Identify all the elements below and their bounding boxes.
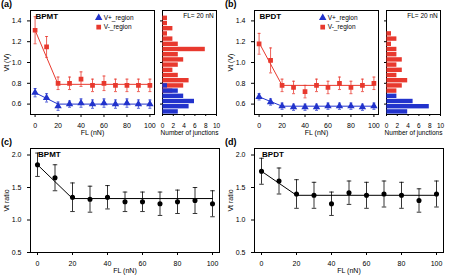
- svg-text:20: 20: [54, 122, 62, 129]
- svg-text:100: 100: [207, 260, 219, 267]
- svg-text:100: 100: [144, 122, 156, 129]
- svg-text:1.0: 1.0: [236, 216, 246, 223]
- svg-text:100: 100: [431, 260, 443, 267]
- svg-text:1.5: 1.5: [12, 184, 22, 191]
- svg-text:20: 20: [293, 260, 301, 267]
- svg-text:4: 4: [182, 122, 186, 130]
- html-text:(c): (c): [1, 137, 12, 147]
- svg-text:0: 0: [160, 122, 165, 130]
- svg-text:Number of junctions: Number of junctions: [161, 129, 220, 137]
- svg-text:40: 40: [104, 260, 112, 267]
- svg-text:80: 80: [174, 260, 182, 267]
- svg-text:0.6: 0.6: [12, 100, 22, 107]
- svg-text:8: 8: [427, 122, 432, 130]
- svg-text:0.8: 0.8: [12, 80, 22, 87]
- svg-text:0.5: 0.5: [12, 249, 22, 256]
- svg-text:FL= 20 nN: FL= 20 nN: [183, 12, 214, 19]
- svg-text:40: 40: [328, 260, 336, 267]
- svg-text:1.4: 1.4: [236, 17, 246, 24]
- svg-text:20: 20: [278, 122, 286, 129]
- svg-text:0: 0: [33, 122, 37, 129]
- svg-text:FL (nN): FL (nN): [337, 267, 360, 275]
- svg-text:BPMT: BPMT: [38, 150, 61, 159]
- svg-text:2: 2: [171, 122, 176, 130]
- svg-text:FL (nN): FL (nN): [81, 129, 104, 137]
- svg-text:0: 0: [384, 122, 389, 130]
- svg-text:V+_region: V+_region: [104, 14, 134, 22]
- svg-text:0: 0: [36, 260, 40, 267]
- svg-text:6: 6: [417, 122, 421, 130]
- svg-text:1.2: 1.2: [12, 38, 22, 45]
- svg-text:20: 20: [69, 260, 77, 267]
- svg-text:2.0: 2.0: [12, 151, 22, 158]
- svg-text:4: 4: [406, 122, 410, 130]
- svg-text:60: 60: [363, 260, 371, 267]
- svg-text:60: 60: [324, 122, 332, 130]
- svg-text:1.0: 1.0: [12, 59, 22, 66]
- svg-text:1.0: 1.0: [236, 59, 246, 66]
- svg-text:1.4: 1.4: [12, 17, 22, 24]
- svg-text:8: 8: [203, 122, 208, 130]
- svg-text:1.2: 1.2: [236, 38, 246, 45]
- html-text:(d): (d): [225, 137, 237, 147]
- svg-text:80: 80: [123, 122, 131, 129]
- svg-text:6: 6: [193, 122, 197, 130]
- svg-text:2: 2: [395, 122, 400, 130]
- svg-text:0.8: 0.8: [236, 80, 246, 87]
- svg-text:1.0: 1.0: [12, 216, 22, 223]
- svg-text:80: 80: [398, 260, 406, 267]
- svg-text:0.6: 0.6: [236, 100, 246, 107]
- svg-text:Number of junctions: Number of junctions: [385, 129, 444, 137]
- svg-text:BPDT: BPDT: [262, 150, 284, 159]
- svg-text:BPDT: BPDT: [259, 12, 281, 21]
- svg-text:FL (nN): FL (nN): [305, 129, 328, 137]
- svg-text:80: 80: [347, 122, 355, 129]
- svg-text:FL (nN): FL (nN): [113, 267, 136, 275]
- svg-text:V-_region: V-_region: [328, 23, 356, 31]
- svg-text:1.5: 1.5: [236, 184, 246, 191]
- svg-text:10: 10: [212, 122, 221, 130]
- svg-text:60: 60: [100, 122, 108, 130]
- html-text:(b): (b): [225, 0, 237, 9]
- svg-text:0: 0: [260, 260, 264, 267]
- svg-text:Vt ratio: Vt ratio: [227, 189, 234, 211]
- svg-text:V-_region: V-_region: [104, 23, 132, 31]
- html-text:(a): (a): [1, 0, 12, 9]
- svg-text:FL= 20 nN: FL= 20 nN: [407, 12, 438, 19]
- svg-text:10: 10: [436, 122, 445, 130]
- svg-text:Vt (V): Vt (V): [3, 54, 11, 72]
- svg-text:100: 100: [368, 122, 380, 129]
- svg-text:40: 40: [301, 122, 309, 130]
- svg-text:BPMT: BPMT: [35, 12, 58, 21]
- svg-text:60: 60: [139, 260, 147, 267]
- svg-text:2.0: 2.0: [236, 151, 246, 158]
- svg-text:0.5: 0.5: [236, 249, 246, 256]
- svg-text:Vt (V): Vt (V): [227, 54, 235, 72]
- svg-text:0: 0: [257, 122, 261, 129]
- svg-text:40: 40: [77, 122, 85, 130]
- svg-text:V+_region: V+_region: [328, 14, 358, 22]
- svg-text:Vt ratio: Vt ratio: [3, 189, 10, 211]
